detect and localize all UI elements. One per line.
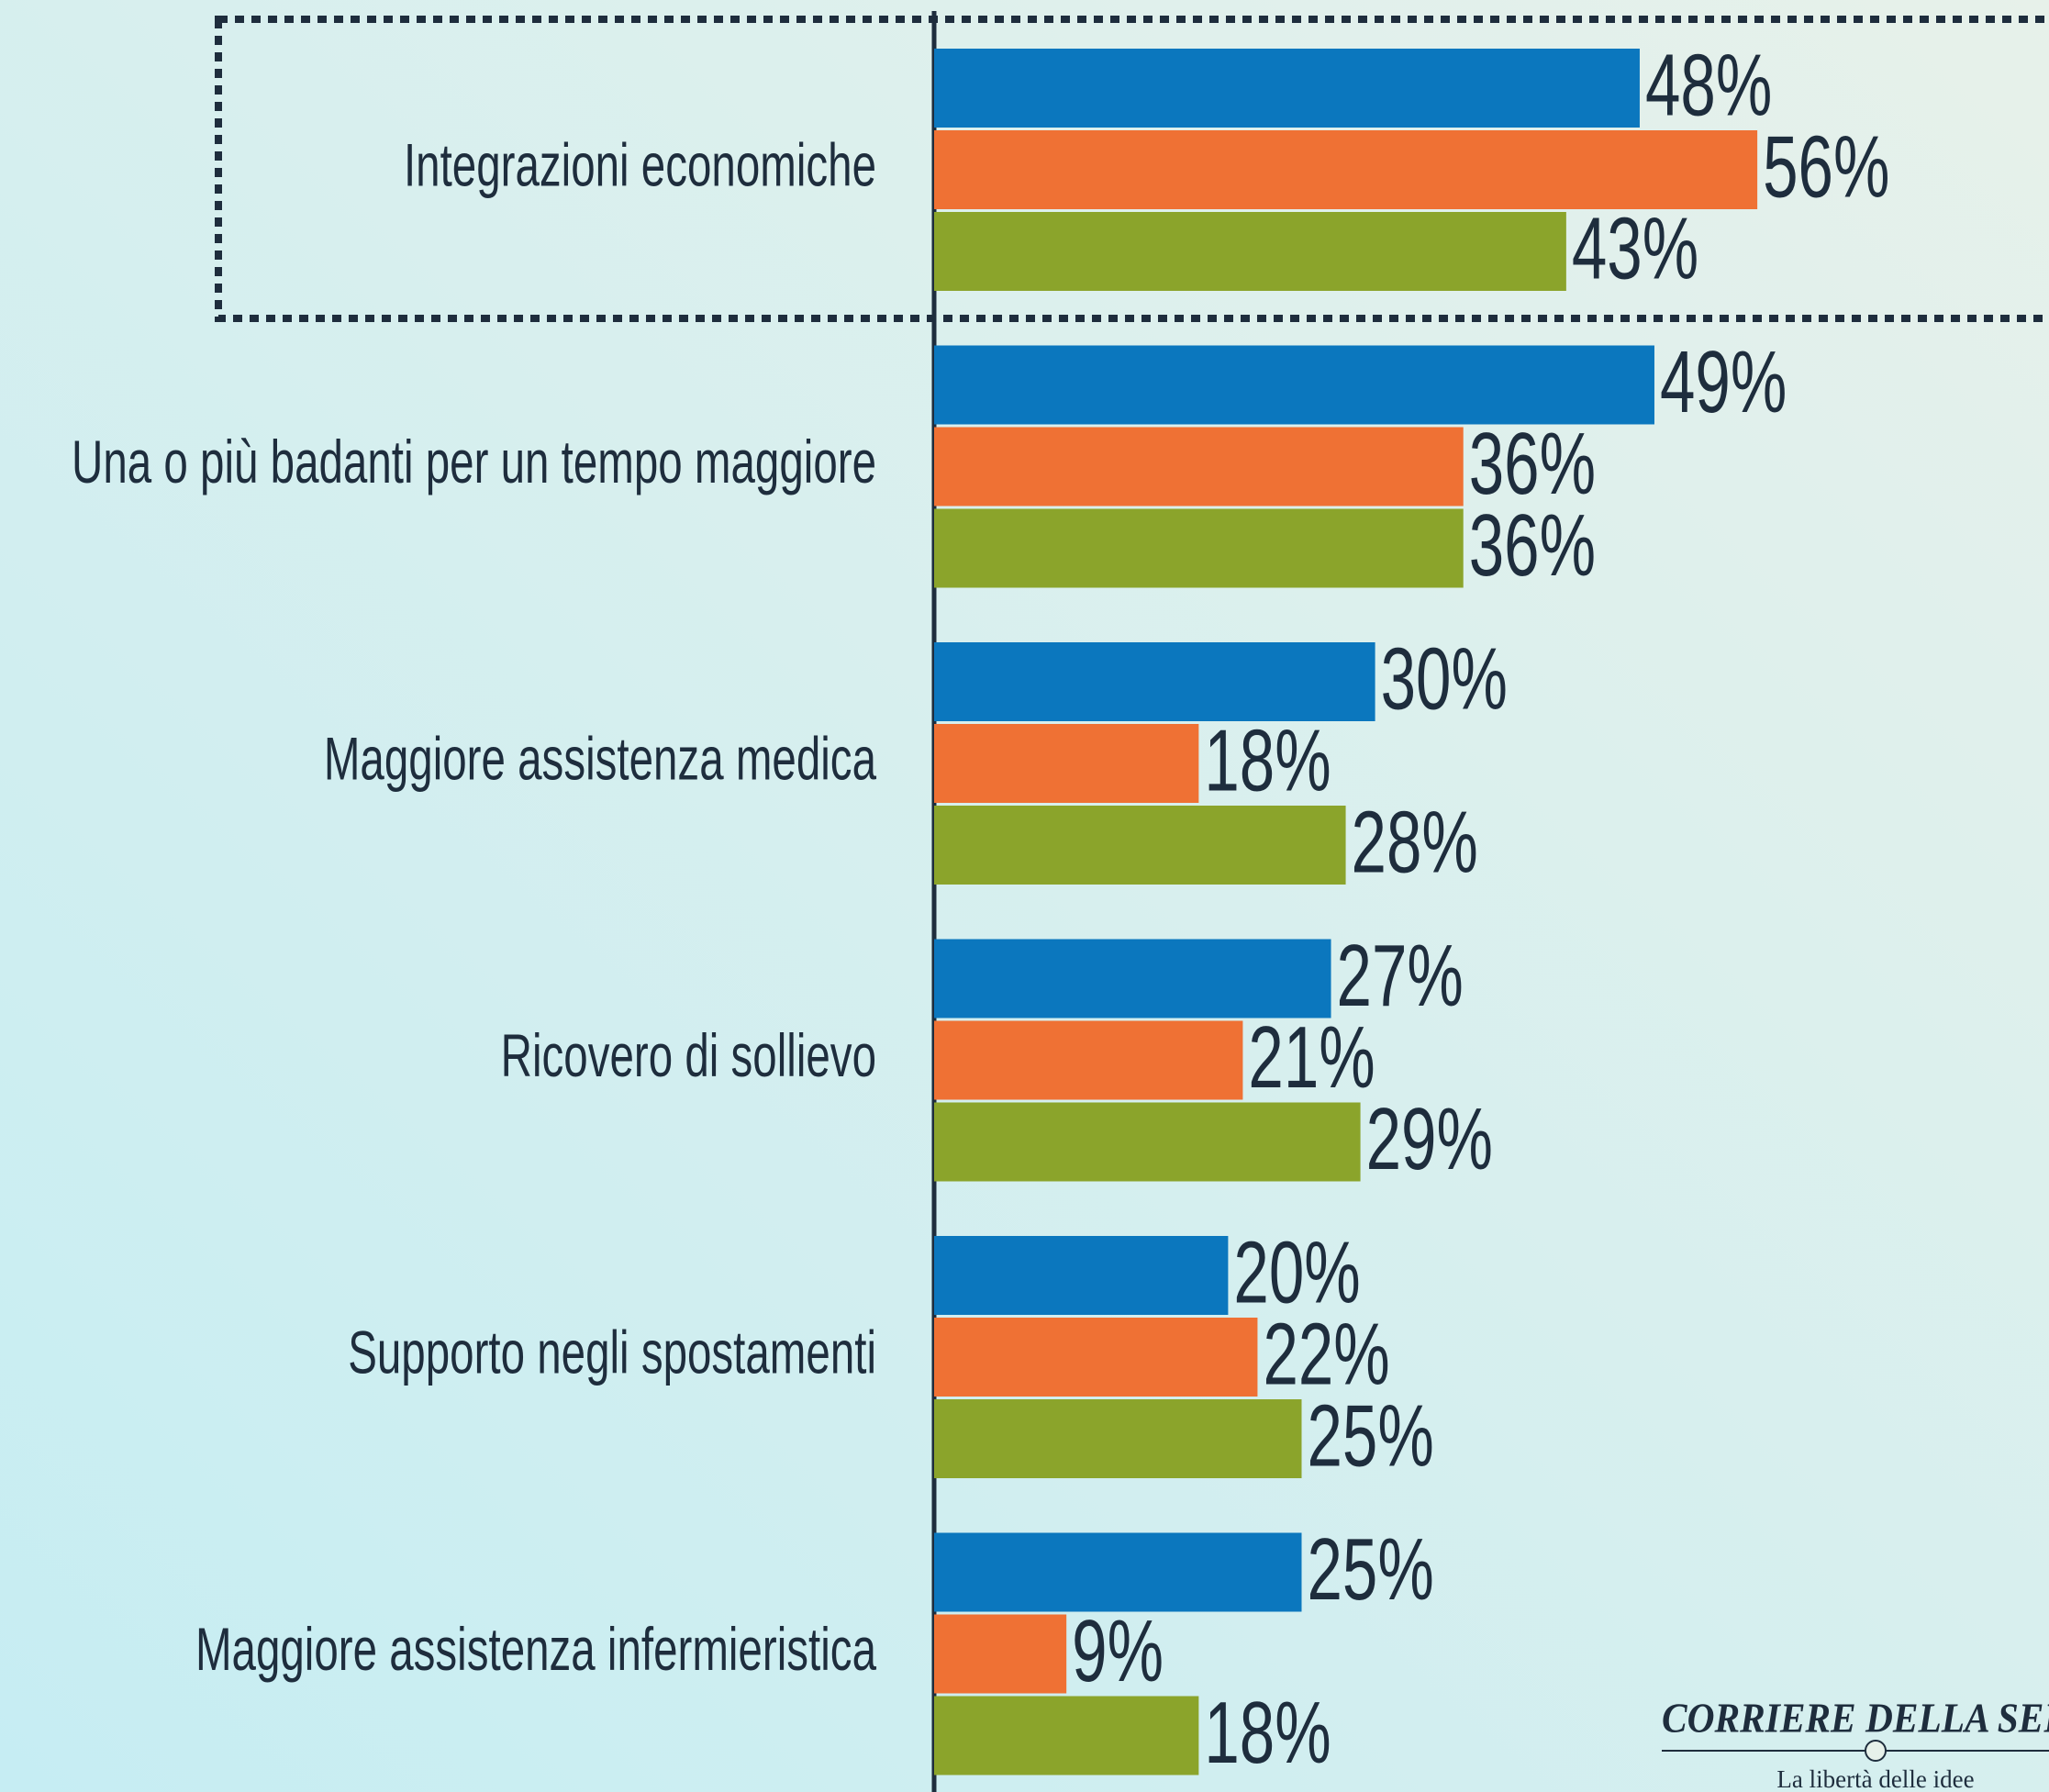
bar bbox=[934, 427, 1464, 506]
value-label-group: 48% bbox=[1645, 35, 1772, 134]
value-label-group: 29% bbox=[1366, 1089, 1493, 1188]
bar bbox=[934, 1318, 1258, 1397]
bar bbox=[934, 939, 1331, 1018]
bar bbox=[934, 724, 1199, 803]
value-label: 29% bbox=[1366, 1089, 1493, 1188]
value-label-group: 18% bbox=[1204, 710, 1331, 809]
value-label: 18% bbox=[1204, 1683, 1331, 1782]
logo-emblem bbox=[1865, 1740, 1887, 1762]
value-label: 43% bbox=[1572, 198, 1698, 297]
category-label: Maggiore assistenza medica bbox=[324, 726, 876, 793]
bar bbox=[934, 1399, 1302, 1478]
value-label: 36% bbox=[1469, 495, 1596, 595]
value-label-group: 43% bbox=[1572, 198, 1698, 297]
category-label-group: Supporto negli spostamenti bbox=[348, 1319, 876, 1386]
value-label: 30% bbox=[1381, 629, 1508, 728]
value-label: 28% bbox=[1352, 792, 1478, 891]
value-label: 25% bbox=[1308, 1386, 1434, 1485]
category-label-group: Maggiore assistenza medica bbox=[324, 726, 876, 793]
value-label: 18% bbox=[1204, 710, 1331, 809]
bar bbox=[934, 806, 1346, 885]
value-label: 49% bbox=[1660, 332, 1787, 431]
logo-group: CORRIERE DELLA SERA bbox=[1662, 1696, 2049, 1742]
bar bbox=[934, 345, 1654, 425]
category-label-group: Integrazioni economiche bbox=[404, 132, 876, 199]
category-label: Una o più badanti per un tempo maggiore bbox=[72, 429, 876, 495]
value-label-group: 36% bbox=[1469, 414, 1596, 513]
value-label-group: 22% bbox=[1263, 1304, 1389, 1403]
value-label-group: 21% bbox=[1248, 1007, 1375, 1107]
bar bbox=[934, 642, 1375, 721]
value-label-group: 56% bbox=[1763, 117, 1889, 216]
category-label: Integrazioni economiche bbox=[404, 132, 876, 199]
value-label-group: 18% bbox=[1204, 1683, 1331, 1782]
bar bbox=[934, 49, 1640, 128]
value-label-group: 27% bbox=[1337, 926, 1464, 1025]
bar bbox=[934, 1102, 1361, 1182]
value-label: 27% bbox=[1337, 926, 1464, 1025]
bar bbox=[934, 1020, 1243, 1100]
bar bbox=[934, 1532, 1302, 1612]
value-label-group: 36% bbox=[1469, 495, 1596, 595]
value-label: 36% bbox=[1469, 414, 1596, 513]
value-label: 22% bbox=[1263, 1304, 1389, 1403]
value-label: 25% bbox=[1308, 1519, 1434, 1619]
value-label: 48% bbox=[1645, 35, 1772, 134]
value-label-group: 28% bbox=[1352, 792, 1478, 891]
category-label-group: Una o più badanti per un tempo maggiore bbox=[72, 429, 876, 495]
category-label-group: Maggiore assistenza infermieristica bbox=[195, 1616, 876, 1683]
highlight-box bbox=[215, 16, 2049, 322]
value-label-group: 25% bbox=[1308, 1386, 1434, 1485]
logo: CORRIERE DELLA SERA bbox=[1662, 1696, 2049, 1742]
value-label-group: 20% bbox=[1233, 1222, 1360, 1321]
value-label-group: 9% bbox=[1072, 1601, 1164, 1700]
bar bbox=[934, 212, 1566, 291]
category-label: Ricovero di sollievo bbox=[501, 1022, 876, 1089]
category-label-group: Ricovero di sollievo bbox=[501, 1022, 876, 1089]
bar bbox=[934, 1696, 1199, 1775]
bar bbox=[934, 130, 1758, 209]
value-label: 20% bbox=[1233, 1222, 1360, 1321]
value-label: 56% bbox=[1763, 117, 1889, 216]
value-label-group: 30% bbox=[1381, 629, 1508, 728]
category-label: Maggiore assistenza infermieristica bbox=[195, 1616, 876, 1683]
bar bbox=[934, 1614, 1067, 1694]
bar bbox=[934, 508, 1464, 588]
value-label-group: 25% bbox=[1308, 1519, 1434, 1619]
tagline: La libertà delle idee bbox=[1776, 1765, 1974, 1792]
bar bbox=[934, 1236, 1229, 1315]
value-label: 21% bbox=[1248, 1007, 1375, 1107]
value-label-group: 49% bbox=[1660, 332, 1787, 431]
category-label: Supporto negli spostamenti bbox=[348, 1319, 876, 1386]
value-label: 9% bbox=[1072, 1601, 1164, 1700]
